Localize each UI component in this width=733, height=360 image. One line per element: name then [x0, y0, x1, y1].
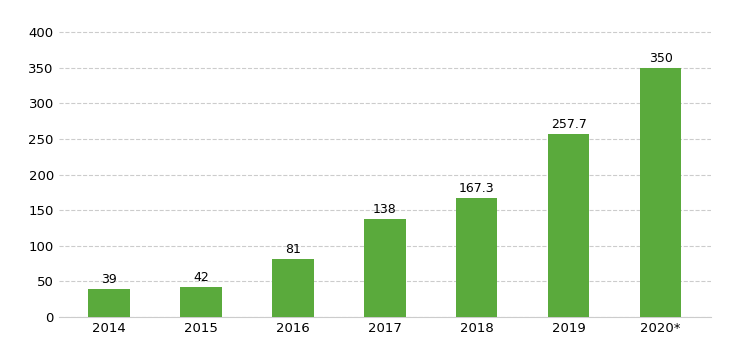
- Bar: [180, 287, 221, 317]
- Text: 81: 81: [285, 243, 301, 256]
- Text: 350: 350: [649, 52, 673, 65]
- Bar: [640, 68, 682, 317]
- Text: 42: 42: [193, 271, 209, 284]
- Bar: [456, 198, 498, 317]
- Bar: [548, 134, 589, 317]
- Text: 39: 39: [101, 273, 117, 286]
- Bar: [88, 289, 130, 317]
- Text: 138: 138: [373, 203, 397, 216]
- Text: 167.3: 167.3: [459, 182, 495, 195]
- Text: 257.7: 257.7: [550, 118, 586, 131]
- Bar: [364, 219, 405, 317]
- Bar: [272, 259, 314, 317]
